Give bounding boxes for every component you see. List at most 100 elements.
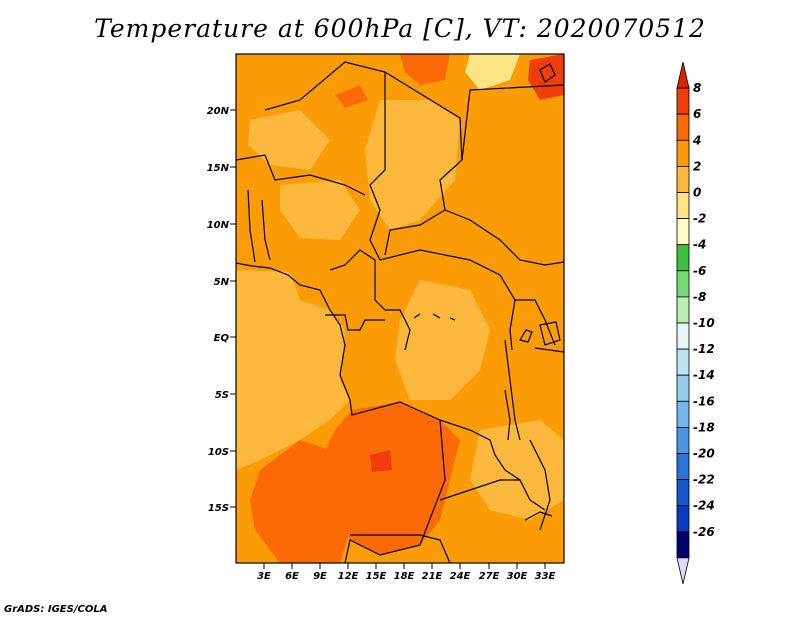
colorbar-swatch (676, 270, 690, 298)
field-warm-angola (320, 402, 460, 555)
border-niger-chad (369, 72, 386, 261)
lake-victoria (539, 321, 561, 346)
colorbar-swatch (676, 296, 690, 324)
colorbar-level-label: -2 (693, 212, 706, 226)
colorbar-swatch (676, 426, 690, 454)
border-uganda (515, 299, 556, 346)
colorbar-swatch (676, 531, 690, 559)
colorbar-level-label: -20 (693, 447, 715, 461)
border-sahel (236, 154, 366, 196)
coastline-west (236, 262, 446, 563)
field-light-w2 (280, 180, 360, 240)
red-sea-coast (539, 63, 556, 83)
field-light-central (395, 280, 490, 400)
colorbar-swatch (676, 453, 690, 481)
border-namibia (350, 534, 451, 563)
field-warm-n (400, 54, 450, 85)
border-togo (247, 189, 256, 263)
map-title: Temperature at 600hPa [C], VT: 202007051… (94, 14, 706, 43)
colorbar-level-label: -6 (693, 264, 706, 278)
lake-albert (519, 329, 533, 343)
colorbar-level-label: -12 (693, 342, 715, 356)
colorbar-level-label: -10 (693, 316, 715, 330)
colorbar-level-label: -22 (693, 473, 715, 487)
lon-label: 3E (257, 571, 271, 582)
border-kenya (534, 347, 564, 353)
border-south-sudan (444, 209, 564, 266)
lon-label: 30E (507, 571, 528, 582)
colorbar-level-label: -26 (693, 525, 715, 539)
field-pale-ne (465, 54, 520, 90)
lon-label: 12E (338, 571, 359, 582)
field-light-nw (248, 110, 330, 170)
colorbar-level-label: -14 (693, 368, 715, 382)
colorbar-swatch (676, 374, 690, 402)
lat-label: 20N (207, 106, 230, 117)
lake-marks (413, 313, 456, 321)
field-hot-spot (370, 450, 392, 472)
colorbar-level-label: -8 (693, 290, 706, 304)
colorbar-level-label: 8 (693, 81, 701, 95)
country-borders (236, 61, 564, 563)
colorbar-swatch (676, 218, 690, 246)
border-great-lakes (504, 339, 521, 441)
lat-label: 10N (207, 220, 230, 231)
lon-label: 33E (535, 571, 556, 582)
border-car (379, 249, 516, 351)
lon-label: 24E (450, 571, 471, 582)
colorbar-swatch (676, 557, 690, 585)
lon-label: 27E (479, 571, 500, 582)
field-light-se (470, 420, 564, 520)
colorbar-swatch (676, 479, 690, 507)
border-cameroon (329, 249, 411, 351)
lat-label: 5N (214, 277, 230, 288)
lat-label: 15S (208, 503, 229, 514)
colorbar-swatch (676, 192, 690, 220)
lake-tanganyika (504, 389, 511, 441)
border-ghana (261, 199, 271, 261)
border-malawi (529, 439, 551, 531)
colorbar-swatch (676, 400, 690, 428)
field-light-west (236, 270, 350, 470)
colorbar-level-label: -16 (693, 394, 715, 408)
colorbar-level-label: 4 (692, 133, 701, 147)
colorbar-swatch (676, 322, 690, 350)
colorbar-swatch (676, 165, 690, 193)
colorbar-level-label: -4 (693, 238, 706, 252)
map-frame (235, 53, 565, 564)
lon-label: 6E (285, 571, 299, 582)
field-hot-ne (528, 54, 564, 100)
border-sudan-egypt (461, 84, 564, 161)
border-gabon (325, 314, 385, 331)
lat-label: EQ (214, 333, 230, 344)
colorbar-level-label: 6 (693, 107, 701, 121)
lat-label: 15N (207, 163, 230, 174)
colorbar-level-label: 2 (693, 159, 701, 173)
lat-label: 10S (208, 447, 229, 458)
border-zambia-south (439, 479, 546, 511)
lake-kariba (524, 511, 553, 521)
lon-label: 21E (422, 571, 443, 582)
colorbar-level-label: -24 (693, 499, 715, 513)
colorbar-swatch (676, 61, 690, 89)
lon-label: 18E (394, 571, 415, 582)
field-light-north (365, 100, 460, 230)
grads-credit: GrADS: IGES/COLA (4, 604, 108, 615)
colorbar-swatch (676, 348, 690, 376)
colorbar-swatch (676, 244, 690, 272)
colorbar-level-label: -18 (693, 420, 715, 434)
temperature-field (236, 54, 564, 563)
field-warm-sw (250, 440, 350, 563)
lon-label: 15E (366, 571, 387, 582)
colorbar-swatch (676, 139, 690, 167)
border-drc-zambia (439, 419, 521, 481)
colorbar-swatch (676, 87, 690, 115)
lon-axis: 3E 6E 9E 12E 15E 18E 21E 24E 27E 30E 33E (257, 563, 556, 582)
lat-axis: 20N 15N 10N 5N EQ 5S 10S 15S (207, 106, 236, 514)
colorbar-swatch (676, 505, 690, 533)
lat-label: 5S (215, 390, 229, 401)
colorbar: 8 6 4 2 0 -2 -4 -6 -8 -10 -12 -14 -16 -18 -20 -22 -24 -26 (676, 61, 715, 585)
colorbar-swatch (676, 113, 690, 141)
lon-label: 9E (313, 571, 327, 582)
